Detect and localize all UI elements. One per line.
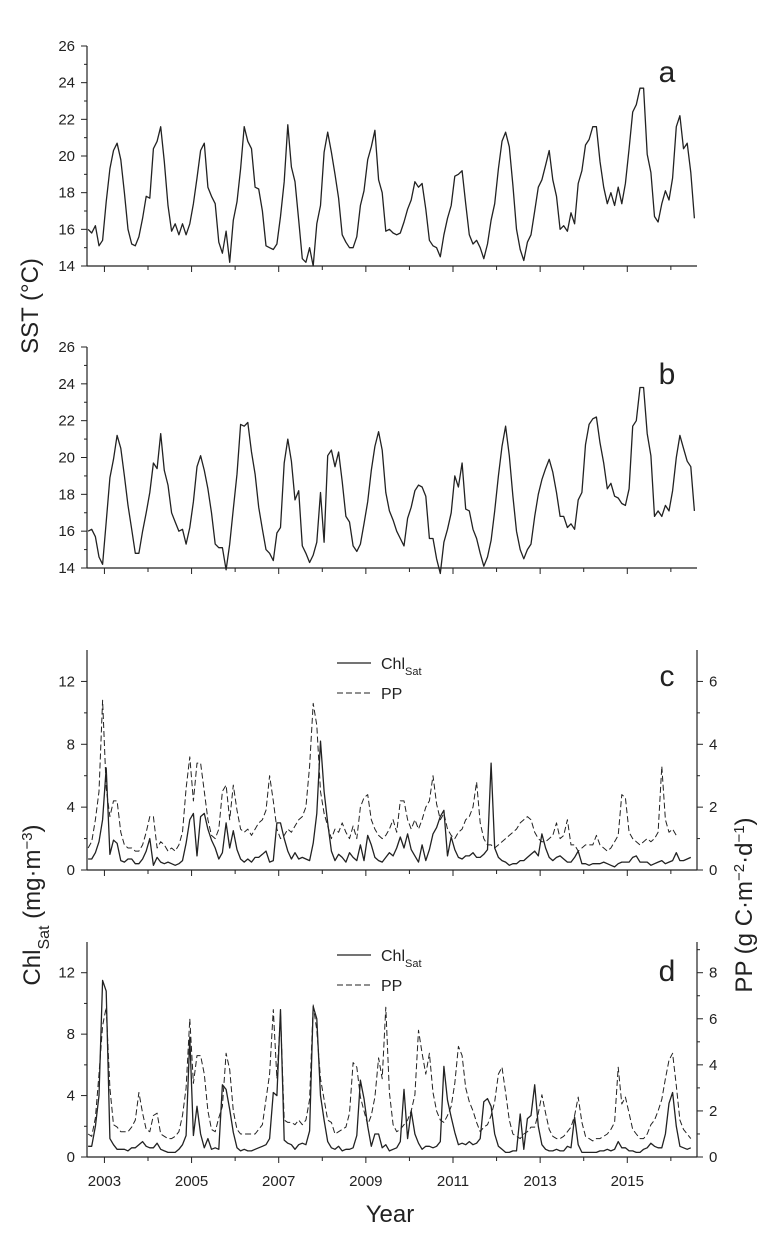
y-right-tick-label-d: 4: [709, 1057, 717, 1074]
y-tick-label-b: 14: [58, 560, 75, 577]
y-right-tick-label-c: 0: [709, 862, 717, 879]
legend-chl-sub: Sat: [405, 666, 422, 678]
legend-chl-sub: Sat: [405, 958, 422, 970]
y-tick-label-c: 12: [58, 673, 75, 690]
x-tick-label: 2009: [349, 1173, 382, 1190]
y-right-tick-label-d: 2: [709, 1103, 717, 1120]
legend-pp-label-d: PP: [381, 978, 402, 995]
chl-axis-label: ChlSat (mg·m−3): [19, 824, 53, 985]
panel-letter-c: c: [660, 660, 675, 693]
y-tick-label-a: 20: [58, 148, 75, 165]
chl-label-unit-exp: −3: [19, 832, 36, 849]
y-tick-label-a: 14: [58, 258, 75, 275]
series-pp-c: [87, 699, 677, 852]
panel-a-sst: 14 16 18 20 22 24 26 a: [58, 38, 697, 275]
legend-pp-label-c: PP: [381, 686, 402, 703]
x-tick-label: 2013: [523, 1173, 556, 1190]
y-tick-label-a: 26: [58, 38, 75, 55]
y-right-tick-label-d: 8: [709, 965, 717, 982]
panel-d-chl-pp: 0 4 8 12 0 2 4 6 8 2003 2005 2007 2009 2011 2013 2015 d C…: [58, 942, 717, 1190]
sst-axis-label: SST (°C): [17, 258, 44, 354]
panel-letter-b: b: [659, 358, 676, 391]
pp-label-exp2: −1: [731, 825, 748, 842]
legend-chl-label-c: ChlSat: [381, 656, 422, 678]
y-tick-label-d: 8: [67, 1026, 75, 1043]
y-tick-label-d: 4: [67, 1088, 75, 1105]
pp-label-close: ): [731, 817, 758, 825]
y-right-tick-label-d: 6: [709, 1011, 717, 1028]
chl-label-sub: Sat: [36, 925, 53, 950]
y-right-tick-label-c: 2: [709, 799, 717, 816]
panel-letter-d: d: [659, 955, 676, 988]
y-right-tick-label-d: 0: [709, 1149, 717, 1166]
series-sst-b: [87, 386, 696, 575]
x-tick-label: 2007: [262, 1173, 295, 1190]
y-tick-label-d: 0: [67, 1149, 75, 1166]
pp-axis-label: PP (g C·m−2·d−1): [731, 817, 759, 992]
y-tick-label-b: 24: [58, 376, 75, 393]
y-tick-label-a: 24: [58, 75, 75, 92]
series-pp-d: [87, 1004, 692, 1142]
pp-label-exp1: −2: [731, 864, 748, 881]
x-tick-label: 2003: [88, 1173, 121, 1190]
y-right-tick-label-c: 6: [709, 673, 717, 690]
x-tick-label: 2005: [175, 1173, 208, 1190]
y-tick-label-b: 22: [58, 413, 75, 430]
panel-letter-a: a: [659, 56, 676, 89]
y-tick-label-a: 22: [58, 111, 75, 128]
x-axis-label: Year: [366, 1201, 415, 1228]
legend-chl-label-d: ChlSat: [381, 948, 422, 970]
y-tick-label-c: 0: [67, 862, 75, 879]
y-tick-label-b: 18: [58, 486, 75, 503]
panel-b-sst: 14 16 18 20 22 24 26 b: [58, 339, 697, 577]
y-tick-label-b: 16: [58, 523, 75, 540]
series-sst-a: [87, 87, 696, 267]
y-tick-label-c: 8: [67, 736, 75, 753]
y-tick-label-c: 4: [67, 799, 75, 816]
chl-label-unit: (mg·m: [19, 850, 46, 926]
chl-label-unit-close: ): [19, 824, 46, 832]
x-tick-label: 2015: [611, 1173, 644, 1190]
pp-label-main: PP (g C·m: [731, 881, 758, 993]
legend-chl-main: Chl: [381, 656, 405, 673]
y-right-tick-label-c: 4: [709, 736, 717, 753]
series-chlsat-d: [88, 979, 692, 1154]
series-chlsat-c: [88, 740, 692, 868]
y-tick-label-a: 18: [58, 185, 75, 202]
x-tick-label: 2011: [437, 1173, 469, 1190]
y-tick-label-a: 16: [58, 221, 75, 238]
pp-label-mid: ·d: [731, 843, 758, 864]
y-tick-label-b: 26: [58, 339, 75, 356]
chl-label-main: Chl: [19, 950, 46, 986]
y-tick-label-b: 20: [58, 450, 75, 467]
y-tick-label-d: 12: [58, 965, 75, 982]
legend-chl-main: Chl: [381, 948, 405, 965]
